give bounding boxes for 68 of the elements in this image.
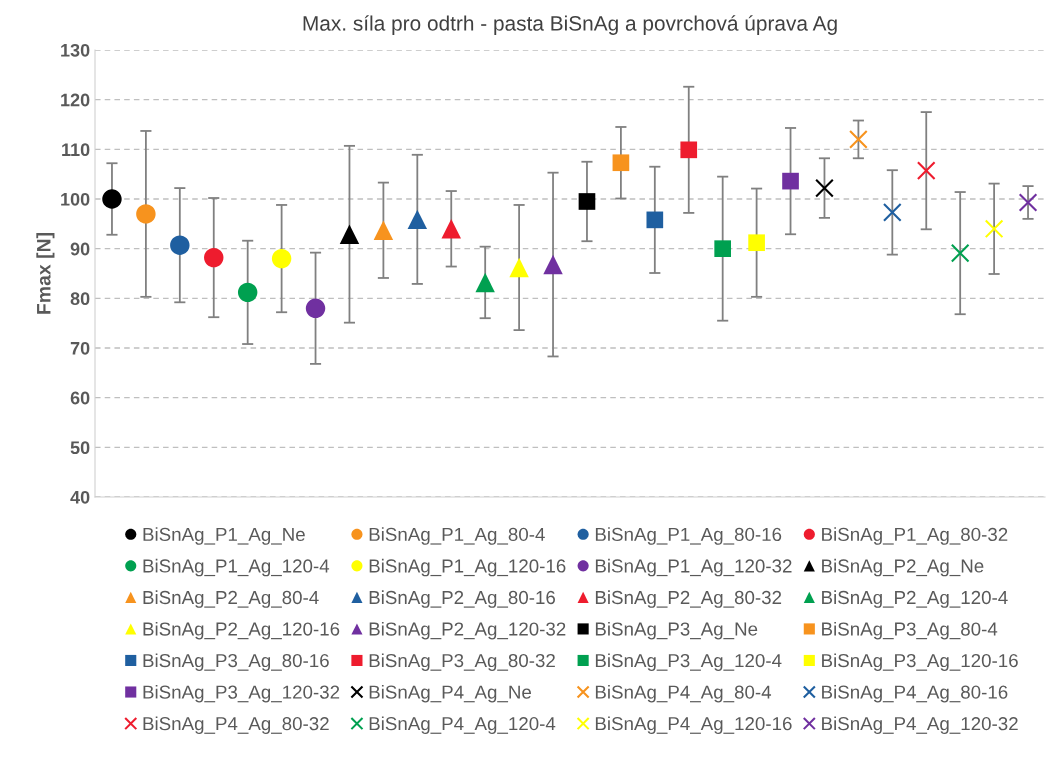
y-tick-label: 100 — [61, 192, 90, 206]
point — [882, 203, 902, 222]
point — [204, 247, 224, 268]
point — [373, 220, 394, 241]
point — [748, 234, 765, 252]
point — [136, 204, 156, 224]
legend-label: BiSnAg_P3_Ag_80-4 — [822, 621, 998, 640]
legend-label: BiSnAg_P2_Ag_80-16 — [369, 590, 556, 608]
y-tick-label: 40 — [70, 490, 90, 504]
point — [339, 224, 360, 244]
point — [916, 161, 936, 181]
point — [849, 130, 868, 149]
y-tick-label: 80 — [70, 292, 90, 306]
legend-label: BiSnAg_P4_Ag_Ne — [369, 684, 532, 703]
y-tick-label: 130 — [61, 43, 90, 57]
point — [815, 178, 834, 198]
y-tick-label: 70 — [70, 341, 90, 355]
y-axis-title: Fmax [N] — [36, 232, 55, 314]
legend-label: BiSnAg_P1_Ag_120-4 — [143, 558, 330, 577]
point — [441, 219, 461, 239]
point — [612, 154, 630, 172]
legend-label: BiSnAg_P1_Ag_80-32 — [822, 527, 1008, 545]
y-tick-label: 110 — [62, 143, 90, 157]
point — [1018, 193, 1038, 212]
point — [680, 141, 698, 159]
point — [543, 254, 563, 275]
legend-label: BiSnAg_P3_Ag_120-4 — [595, 653, 782, 671]
legend-label: BiSnAg_P3_Ag_120-32 — [143, 684, 340, 703]
legend-label: BiSnAg_P4_Ag_120-4 — [369, 716, 556, 735]
point — [509, 257, 529, 278]
point — [950, 243, 970, 263]
legend-label: BiSnAg_P1_Ag_80-16 — [595, 527, 782, 545]
point — [646, 211, 664, 229]
legend-label: BiSnAg_P2_Ag_80-4 — [143, 590, 319, 608]
chart-title: Max. síla pro odtrh - pasta BiSnAg a povrchová úprava Ag — [303, 15, 837, 35]
y-tick-label: 60 — [70, 391, 90, 405]
legend-label: BiSnAg_P2_Ag_120-4 — [822, 590, 1008, 608]
point — [102, 189, 122, 209]
point — [984, 219, 1004, 239]
legend-label: BiSnAg_P4_Ag_80-4 — [595, 684, 772, 703]
legend-label: BiSnAg_P3_Ag_120-16 — [822, 653, 1018, 671]
legend-label: BiSnAg_P3_Ag_80-16 — [143, 653, 329, 671]
legend-label: BiSnAg_P2_Ag_120-16 — [143, 621, 340, 640]
point — [782, 172, 799, 190]
legend-label: BiSnAg_P1_Ag_120-16 — [369, 558, 566, 577]
legend-label: BiSnAg_P3_Ag_80-32 — [369, 653, 555, 671]
legend-label: BiSnAg_P2_Ag_Ne — [822, 558, 984, 577]
point — [475, 272, 495, 293]
legend-label: BiSnAg_P4_Ag_120-16 — [595, 716, 792, 735]
point — [578, 193, 596, 210]
legend-label: BiSnAg_P4_Ag_80-32 — [143, 716, 329, 735]
legend-label: BiSnAg_P4_Ag_120-32 — [822, 716, 1018, 735]
legend-label: BiSnAg_P1_Ag_Ne — [143, 527, 305, 545]
point — [237, 282, 258, 303]
legend-label: BiSnAg_P4_Ag_80-16 — [822, 684, 1008, 703]
y-tick-label: 90 — [70, 242, 90, 256]
point — [170, 235, 190, 255]
point — [407, 209, 428, 230]
y-tick-label: 120 — [61, 93, 90, 107]
point — [305, 298, 326, 318]
legend-label: BiSnAg_P1_Ag_120-32 — [595, 558, 792, 577]
legend-label: BiSnAg_P2_Ag_120-32 — [369, 621, 566, 640]
legend-label: BiSnAg_P3_Ag_Ne — [595, 621, 758, 640]
legend-label: BiSnAg_P1_Ag_80-4 — [369, 527, 545, 545]
point — [714, 240, 732, 257]
legend-label: BiSnAg_P2_Ag_80-32 — [595, 590, 782, 608]
point — [271, 248, 292, 269]
y-tick-label: 50 — [70, 441, 90, 455]
